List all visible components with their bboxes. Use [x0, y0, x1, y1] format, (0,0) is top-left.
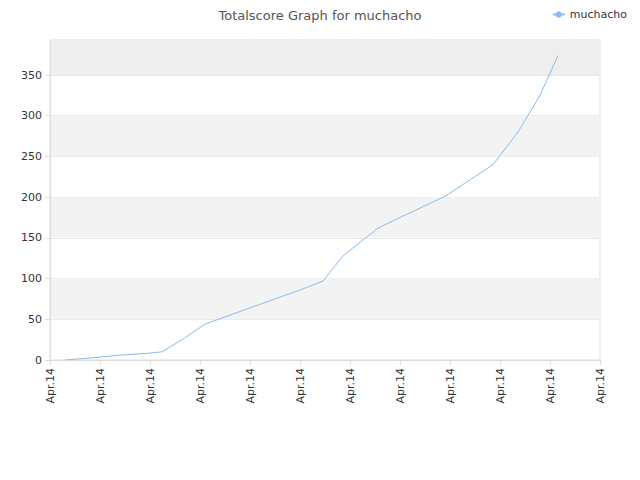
svg-text:300: 300 [21, 109, 42, 122]
svg-text:Apr.14: Apr.14 [44, 368, 57, 404]
svg-text:100: 100 [21, 272, 42, 285]
svg-text:50: 50 [28, 313, 42, 326]
svg-text:150: 150 [21, 231, 42, 244]
svg-text:Apr.14: Apr.14 [144, 368, 157, 404]
svg-text:Apr.14: Apr.14 [594, 368, 607, 404]
svg-text:muchacho: muchacho [570, 8, 627, 21]
svg-text:Apr.14: Apr.14 [94, 368, 107, 404]
svg-text:Apr.14: Apr.14 [494, 368, 507, 404]
svg-text:Apr.14: Apr.14 [194, 368, 207, 404]
svg-text:Apr.14: Apr.14 [344, 368, 357, 404]
svg-text:Apr.14: Apr.14 [244, 368, 257, 404]
svg-text:Apr.14: Apr.14 [544, 368, 557, 404]
svg-text:250: 250 [21, 150, 42, 163]
svg-text:Totalscore Graph for muchacho: Totalscore Graph for muchacho [217, 8, 421, 23]
svg-text:200: 200 [21, 191, 42, 204]
svg-text:0: 0 [35, 354, 42, 367]
svg-text:Apr.14: Apr.14 [444, 368, 457, 404]
svg-text:350: 350 [21, 69, 42, 82]
svg-text:Apr.14: Apr.14 [394, 368, 407, 404]
svg-text:Apr.14: Apr.14 [294, 368, 307, 404]
